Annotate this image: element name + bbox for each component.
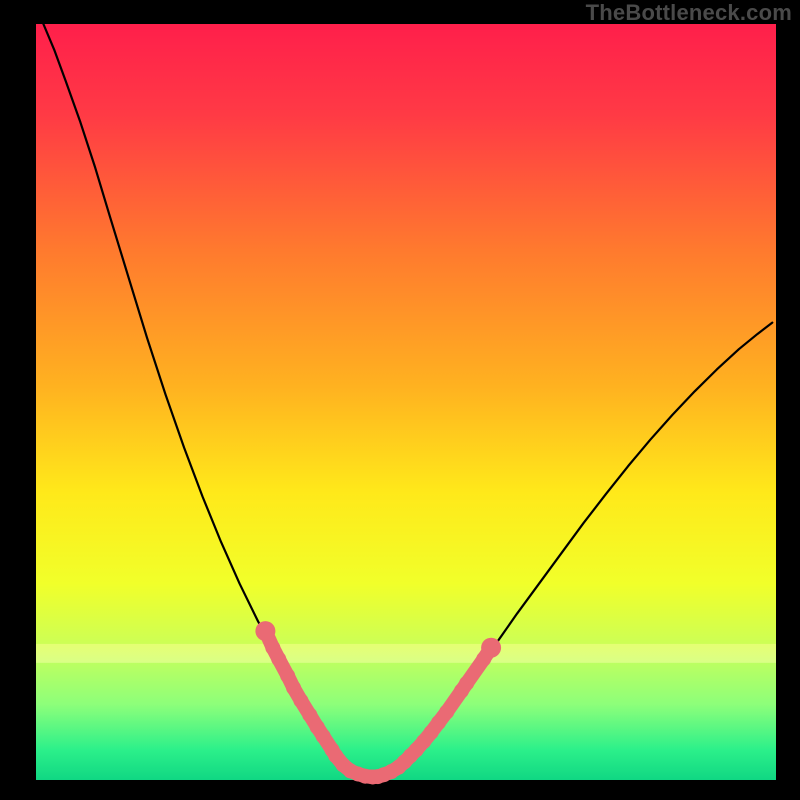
marker-dot	[439, 704, 454, 719]
marker-dot	[286, 680, 301, 695]
plot-highlight-band	[36, 644, 776, 663]
marker-dot	[255, 621, 275, 641]
marker-dot	[316, 729, 331, 744]
marker-dot	[271, 652, 286, 667]
watermark-text: TheBottleneck.com	[586, 0, 792, 26]
marker-dot	[293, 693, 308, 708]
plot-background	[36, 24, 776, 780]
stage: TheBottleneck.com	[0, 0, 800, 800]
chart-svg	[0, 0, 800, 800]
marker-dot	[459, 676, 474, 691]
marker-dot	[481, 638, 501, 658]
